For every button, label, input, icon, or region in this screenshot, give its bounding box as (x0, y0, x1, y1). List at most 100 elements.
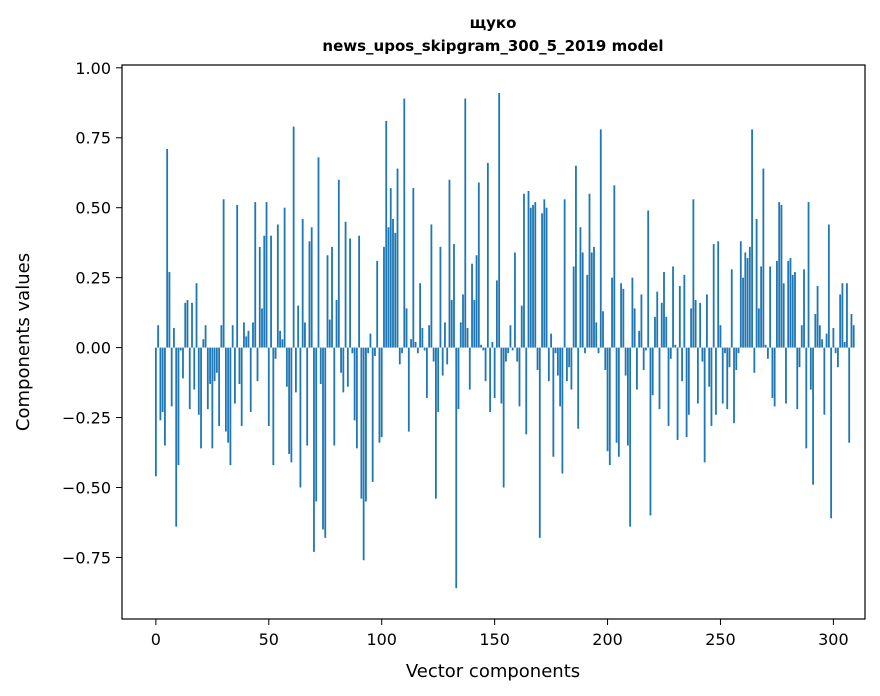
bar-275 (776, 260, 778, 348)
bar-37 (238, 347, 241, 384)
chart-subtitle: news_upos_skipgram_300_5_2019 model (322, 37, 663, 55)
bar-280 (787, 260, 790, 348)
bar-50 (267, 347, 270, 426)
x-axis-ticks: 0 50 100 150 200 250 300 (151, 619, 849, 649)
x-tick-label: 200 (592, 630, 623, 649)
bar-84 (344, 221, 347, 348)
bar-82 (340, 347, 342, 373)
bar-95 (369, 333, 372, 348)
bar-175 (550, 333, 552, 348)
bar-128 (444, 322, 446, 348)
bar-274 (773, 347, 776, 407)
bar-179 (559, 347, 562, 407)
bar-133 (455, 347, 458, 589)
bar-249 (717, 241, 720, 348)
bar-41 (247, 330, 250, 348)
bar-55 (279, 330, 281, 348)
bar-257 (735, 347, 738, 370)
bar-221 (654, 316, 656, 348)
bar-191 (586, 274, 589, 348)
bar-91 (360, 347, 363, 499)
bar-88 (353, 347, 356, 421)
bar-187 (577, 347, 580, 429)
bar-223 (658, 347, 661, 410)
bar-90 (358, 235, 361, 348)
bar-217 (645, 347, 647, 351)
bar-157 (509, 325, 512, 348)
bar-142 (475, 255, 478, 348)
bar-185 (572, 266, 575, 348)
bar-263 (748, 246, 751, 348)
bar-270 (764, 344, 767, 348)
y-tick-label: 0.50 (75, 199, 111, 218)
bar-278 (782, 283, 785, 348)
bar-219 (649, 347, 652, 516)
bar-130 (448, 179, 451, 348)
bar-17 (193, 347, 196, 390)
bar-171 (541, 213, 543, 348)
bar-114 (412, 188, 415, 348)
bar-71 (315, 347, 318, 502)
bar-97 (374, 347, 376, 356)
bar-299 (830, 347, 833, 519)
bar-226 (665, 316, 668, 348)
bar-197 (599, 129, 602, 348)
bar-27 (215, 347, 218, 373)
bar-241 (699, 302, 702, 348)
bar-268 (760, 266, 763, 348)
bar-62 (294, 347, 297, 393)
bar-213 (636, 347, 638, 390)
bar-series (154, 92, 855, 589)
bar-66 (304, 322, 306, 348)
bar-306 (846, 283, 848, 348)
bar-7 (170, 347, 173, 407)
bar-294 (818, 325, 821, 348)
bar-247 (712, 244, 715, 348)
bar-144 (480, 344, 482, 348)
bar-151 (495, 280, 498, 348)
bar-57 (283, 207, 286, 348)
bar-122 (430, 224, 433, 348)
bar-239 (694, 300, 697, 348)
bar-150 (493, 347, 496, 398)
bar-287 (803, 269, 805, 348)
bar-83 (342, 347, 345, 393)
bar-271 (766, 347, 769, 359)
y-tick-label: −0.50 (62, 478, 111, 497)
bar-99 (378, 347, 381, 443)
bar-230 (674, 344, 677, 348)
bar-177 (554, 347, 557, 354)
bar-146 (484, 347, 487, 382)
bar-56 (281, 339, 284, 348)
bar-86 (349, 238, 351, 348)
bar-93 (365, 347, 367, 502)
bar-293 (816, 286, 819, 348)
y-tick-label: −0.25 (62, 409, 111, 428)
bar-15 (188, 347, 191, 410)
bar-72 (317, 157, 320, 348)
bar-58 (285, 347, 288, 387)
bar-48 (263, 235, 266, 348)
x-tick-label: 250 (705, 630, 736, 649)
y-tick-label: 0.25 (75, 269, 111, 288)
bar-282 (791, 274, 794, 348)
bar-19 (197, 347, 200, 415)
bar-26 (213, 347, 216, 382)
bar-45 (256, 347, 259, 382)
bar-296 (823, 347, 826, 415)
bar-160 (516, 347, 519, 362)
bar-201 (608, 347, 611, 466)
bar-139 (468, 347, 471, 390)
bar-279 (785, 347, 787, 404)
bar-34 (231, 325, 234, 348)
bar-96 (371, 347, 374, 482)
bar-116 (416, 347, 419, 354)
bar-178 (556, 347, 559, 376)
bar-138 (466, 328, 469, 348)
bar-98 (376, 260, 379, 348)
bar-164 (525, 347, 528, 435)
bar-233 (681, 347, 683, 382)
bar-253 (726, 347, 729, 410)
bar-252 (724, 347, 726, 354)
